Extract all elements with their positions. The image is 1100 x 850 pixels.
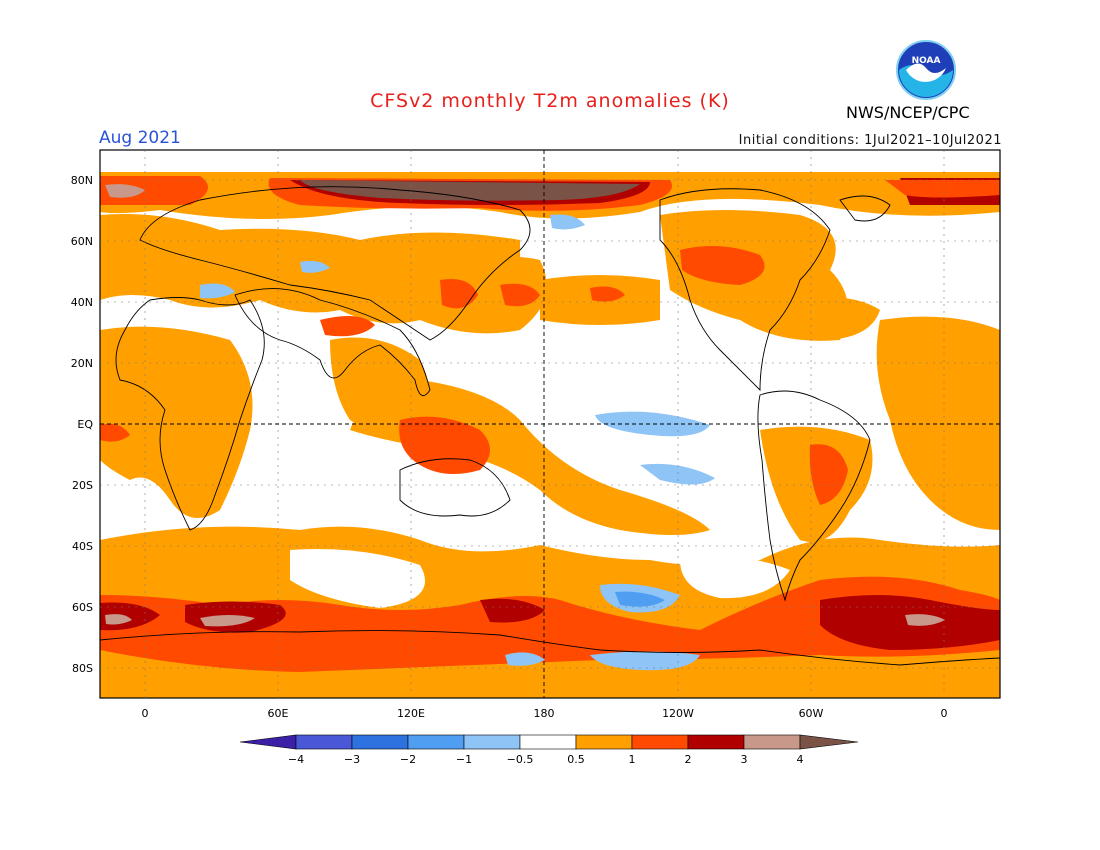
lon-tick-label: 60W — [799, 707, 824, 720]
colorbar-label: 0.5 — [567, 753, 585, 766]
colorbar-swatch — [239, 734, 297, 750]
colorbar-swatch — [687, 734, 745, 750]
colorbar-swatch — [631, 734, 689, 750]
colorbar-label: −3 — [344, 753, 360, 766]
lon-tick-label: 120W — [662, 707, 694, 720]
colorbar-label: 2 — [685, 753, 692, 766]
lon-tick-label: 0 — [142, 707, 149, 720]
initial-conditions: Initial conditions: 1Jul2021–10Jul2021 — [738, 133, 1002, 148]
lon-tick-label: 180 — [534, 707, 555, 720]
lat-tick-label: EQ — [77, 418, 93, 431]
colorbar-swatch — [407, 734, 465, 750]
lat-tick-label: 60N — [71, 235, 93, 248]
noaa-logo: NOAA — [896, 40, 956, 100]
agency-label: NWS/NCEP/CPC — [846, 103, 970, 122]
lat-tick-label: 80N — [71, 174, 93, 187]
lat-axis: 80N 60N 40N 20N EQ 20S 40S 60S 80S — [71, 174, 94, 675]
colorbar-label: 4 — [797, 753, 804, 766]
colorbar-label: −0.5 — [507, 753, 534, 766]
colorbar-swatch — [463, 734, 521, 750]
colorbar-swatch — [743, 734, 801, 750]
lat-tick-label: 40S — [72, 540, 93, 553]
coastlines — [100, 186, 1000, 666]
valid-month: Aug 2021 — [99, 128, 181, 148]
logo-text: NOAA — [912, 56, 941, 66]
colorbar-swatch — [519, 734, 577, 750]
lon-tick-label: 0 — [941, 707, 948, 720]
lat-tick-label: 80S — [72, 662, 93, 675]
lon-tick-label: 120E — [397, 707, 425, 720]
lon-axis: 0 60E 120E 180 120W 60W 0 — [142, 707, 948, 720]
colorbar-label: 3 — [741, 753, 748, 766]
chart-title: CFSv2 monthly T2m anomalies (K) — [370, 90, 730, 112]
colorbar-label: 1 — [629, 753, 636, 766]
map-grid — [99, 149, 1001, 699]
colorbar-label: −2 — [400, 753, 416, 766]
colorbar-label: −4 — [288, 753, 304, 766]
colorbar-swatch — [799, 734, 859, 750]
lat-tick-label: 20S — [72, 479, 93, 492]
colorbar-swatch — [295, 734, 353, 750]
colorbar-swatch — [575, 734, 633, 750]
colorbar-swatch — [351, 734, 409, 750]
lat-tick-label: 60S — [72, 601, 93, 614]
lat-tick-label: 20N — [71, 357, 93, 370]
lat-tick-label: 40N — [71, 296, 93, 309]
lon-tick-label: 60E — [268, 707, 289, 720]
colorbar-label: −1 — [456, 753, 472, 766]
